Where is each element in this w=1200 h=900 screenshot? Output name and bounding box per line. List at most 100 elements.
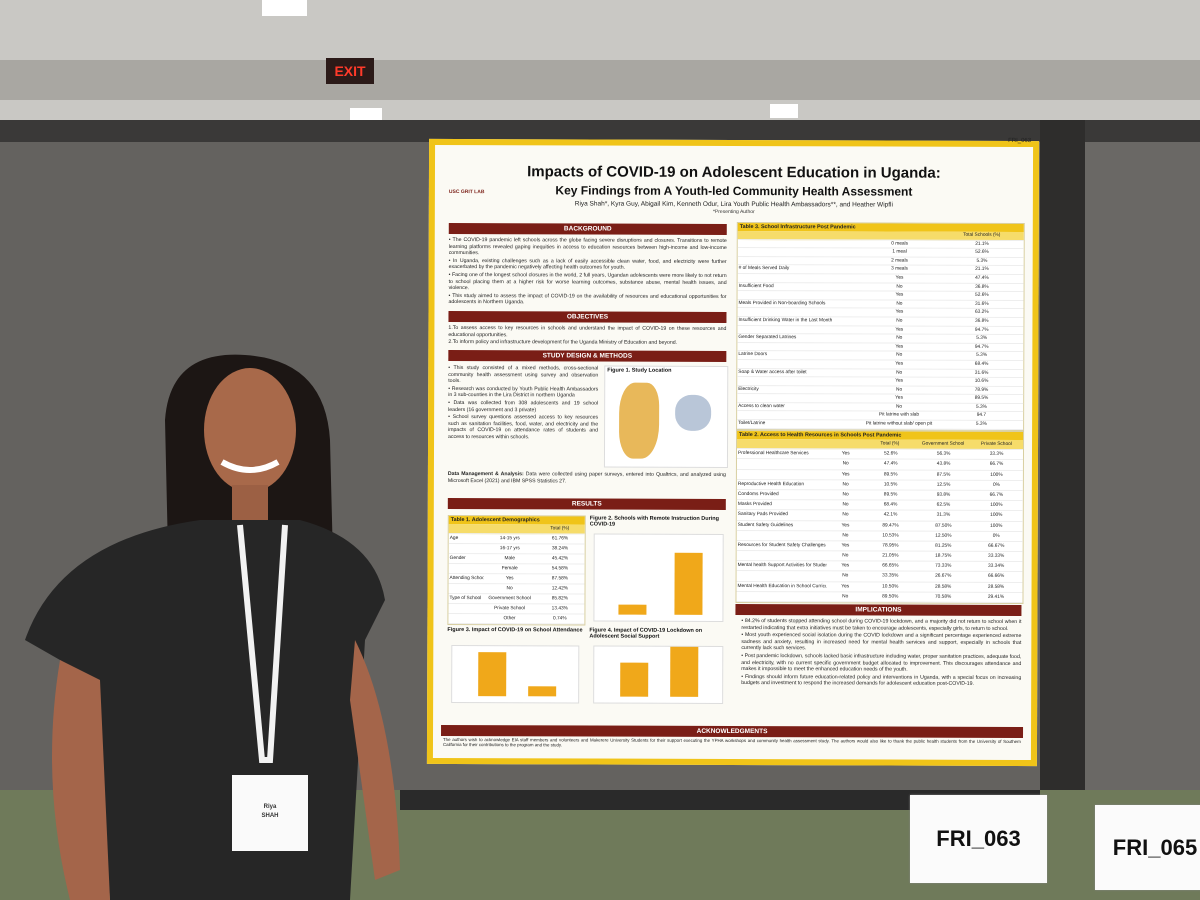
table-row: 16-17 yrs 38.24% — [448, 544, 585, 555]
bar — [478, 652, 507, 697]
cell-value: 28.58% — [987, 584, 1005, 590]
cell-value: 54.58% — [551, 566, 569, 572]
figure: Figure 3. Impact of COVID-19 on School A… — [447, 627, 583, 705]
cell-value: 0% — [992, 533, 1000, 539]
cell-value: 33.35% — [882, 573, 899, 580]
table-row: Private School 13.43% — [448, 604, 585, 615]
cell-value: 66.65% — [882, 563, 899, 569]
cell-value: 31.3% — [936, 513, 951, 519]
table: Table 1. Adolescent Demographics Total (%… — [447, 515, 586, 626]
table-row: Age 14-15 yrs 61.76% — [448, 534, 585, 545]
arm — [52, 660, 110, 900]
row-label — [738, 291, 859, 299]
row-label: Masks Provided — [737, 502, 772, 508]
cell-value: 31.6% — [975, 301, 989, 307]
row-response: Yes — [895, 292, 904, 298]
bar — [620, 662, 649, 697]
figure: Figure 4. Impact of COVID-19 Lockdown on… — [589, 627, 727, 705]
cell-value: 89.50% — [882, 594, 899, 600]
figure-caption: Figure 2. Schools with Remote Instructio… — [589, 515, 720, 528]
row-response: Pit latrine without slab/ open pit — [865, 421, 933, 427]
poster-label: FRI_063 — [910, 795, 1047, 883]
row-response: No — [896, 301, 903, 307]
cell-value: 89.5% — [883, 492, 898, 498]
light — [262, 0, 307, 16]
row-label: Toilet/Latrine — [738, 421, 766, 427]
cell-value: 73.33% — [935, 563, 952, 570]
cell-value: 89.5% — [883, 472, 898, 478]
bullet: Findings should inform future education-… — [741, 674, 1021, 688]
row-response: No — [896, 335, 903, 341]
row-response: No — [895, 404, 903, 410]
row-response: No — [842, 594, 849, 600]
section-header: STUDY DESIGN & METHODS — [448, 350, 727, 362]
cell-value: 100% — [990, 472, 1003, 478]
poster: FRI_063 USC GRIT LAB Impacts of COVID-19 o… — [426, 137, 1040, 767]
row-label — [448, 614, 484, 623]
bar — [528, 686, 556, 697]
row-label: Soap & Water access after toilet — [738, 369, 807, 375]
exit-sign — [326, 58, 374, 84]
row-label: Mental Health Education in School Curric… — [737, 583, 827, 589]
cell-value: 87.5% — [936, 472, 951, 478]
row-label: Access to clean water — [738, 403, 785, 410]
cell-value: 21.05% — [882, 553, 899, 559]
cell-value: 47.4% — [883, 461, 898, 467]
bullet: 84.2% of students stopped attending scho… — [741, 618, 1021, 632]
cell-value: 66.66% — [987, 574, 1005, 580]
bullet: 1.To assess access to key resources in s… — [448, 325, 727, 338]
cell-value: 0% — [992, 482, 1000, 488]
row-response: Private School — [494, 606, 526, 612]
title: Impacts of COVID-19 on Adolescent Educat… — [527, 163, 941, 182]
cell-value: 21.1% — [975, 267, 989, 273]
arm — [350, 640, 400, 880]
column-header: Private School — [980, 441, 1012, 447]
table-row: No 89.50% 70.58% 29.41% — [736, 591, 1023, 604]
bullet: Facing one of the longest school closure… — [449, 272, 727, 293]
cell-value: 10.53% — [882, 533, 899, 539]
row-label — [737, 571, 827, 581]
row-label: Gender — [449, 556, 466, 562]
table: Table 3. School Infrastructure Post Pand… — [736, 222, 1025, 431]
partition-base — [400, 790, 1040, 810]
row-label: Student Safety Guidelines — [737, 522, 794, 528]
row-response: 16-17 yrs — [499, 546, 520, 552]
poster-code: FRI_063 — [1008, 137, 1032, 145]
partition-panel — [1085, 142, 1200, 802]
cell-value: 52.6% — [975, 250, 989, 256]
cell-value: 94.7% — [974, 327, 989, 333]
row-response: No — [896, 370, 903, 376]
row-response: Female — [501, 566, 518, 572]
cell-value: 12.5% — [936, 482, 951, 488]
row-response: Yes — [895, 361, 904, 367]
figure-caption: Figure 3. Impact of COVID-19 on School A… — [447, 627, 583, 634]
row-response: 14-15 yrs — [499, 536, 520, 542]
cell-value: 10.6% — [974, 378, 989, 384]
row-response: Yes — [895, 275, 904, 281]
text-block: The COVID-19 pandemic left schools acros… — [449, 237, 727, 308]
poster-label: FRI_065 — [1095, 805, 1200, 890]
bullet: In Uganda, existing challenges such as a… — [449, 258, 727, 272]
row-label: Latrine Doors — [738, 352, 768, 358]
plot — [451, 645, 580, 704]
column-header: Total (%) — [880, 441, 900, 447]
cell-value: 81.25% — [935, 543, 952, 549]
row-label: Insufficient Drinking Water in the Last … — [738, 317, 833, 324]
cell-value: 66.7% — [989, 492, 1004, 498]
table-row: Type of School Government School 85.82% — [448, 594, 585, 605]
row-response: No — [842, 533, 849, 539]
map — [618, 382, 660, 459]
row-label — [449, 584, 485, 593]
cell-value: 18.75% — [935, 553, 952, 559]
row-response: No — [842, 512, 849, 518]
cell-value: 87.50% — [935, 523, 952, 529]
row-response: No — [896, 284, 903, 290]
cell-value: 31.6% — [974, 370, 989, 376]
section-header: BACKGROUND — [448, 223, 727, 235]
smile — [220, 459, 280, 473]
cell-value: 33.3% — [989, 452, 1004, 458]
column-header: Total Schools (%) — [963, 232, 1001, 238]
bar — [670, 646, 699, 697]
row-label — [736, 592, 826, 602]
